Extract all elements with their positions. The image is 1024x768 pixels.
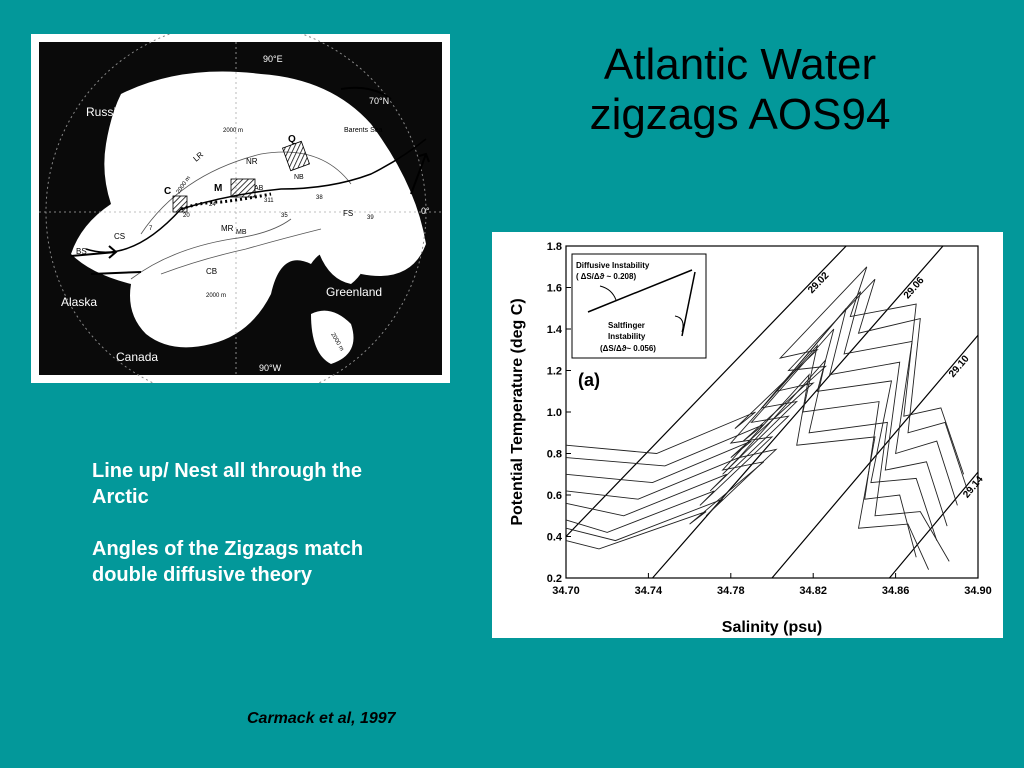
x-tick-label: 34.86 xyxy=(882,585,910,597)
y-tick-label: 1.6 xyxy=(547,283,562,295)
ocean-patch xyxy=(316,226,367,284)
y-tick-label: 1.8 xyxy=(547,241,562,253)
label-fs: FS xyxy=(343,209,353,218)
x-axis-label: Salinity (psu) xyxy=(722,619,822,636)
x-tick-label: 34.74 xyxy=(635,585,663,597)
y-tick-label: 0.2 xyxy=(547,573,562,585)
label-depth-3: 2000 m xyxy=(206,293,226,299)
bullet-list: Line up/ Nest all through the Arctic Ang… xyxy=(92,458,412,614)
label-m: M xyxy=(214,183,222,194)
y-tick-label: 0.8 xyxy=(547,449,562,461)
hatched-area-q xyxy=(281,140,311,172)
label-station-311: 311 xyxy=(264,198,274,204)
label-station-24: 24 xyxy=(209,202,216,208)
data-series xyxy=(565,266,969,570)
arrow-bering-inflow xyxy=(70,245,118,259)
label-alaska: Alaska xyxy=(61,295,97,309)
label-mb: MB xyxy=(236,229,247,236)
label-depth-1: 2000 m xyxy=(223,128,243,134)
y-tick-label: 1.0 xyxy=(547,407,562,419)
label-ab: AB xyxy=(254,185,264,192)
theta-s-profile xyxy=(565,278,969,492)
depth-contour-3 xyxy=(160,228,322,275)
label-station-38: 38 xyxy=(316,195,323,201)
theta-s-profile xyxy=(565,266,965,475)
arrow-alaska xyxy=(90,271,142,275)
hatched-area-c xyxy=(172,195,188,213)
y-tick-label: 1.4 xyxy=(547,324,563,336)
label-station-20: 20 xyxy=(183,213,190,219)
y-axis-label: Potential Temperature (deg C) xyxy=(509,298,526,525)
label-greenland: Greenland xyxy=(326,285,382,299)
arrow-fram-strait xyxy=(410,152,430,195)
slide-title: Atlantic Water zigzags AOS94 xyxy=(540,40,940,140)
theta-s-profile xyxy=(565,344,917,558)
depth-contour-1 xyxy=(140,151,352,235)
label-bs: BS xyxy=(76,247,87,256)
inset-arrow-diffusive xyxy=(599,285,617,301)
label-station-7: 7 xyxy=(149,226,153,232)
x-tick-label: 34.78 xyxy=(717,585,745,597)
x-tick-label: 34.90 xyxy=(964,585,992,597)
label-c: C xyxy=(164,186,171,197)
label-russia: Russia xyxy=(86,105,123,119)
y-tick-label: 1.2 xyxy=(547,366,562,378)
label-q: Q xyxy=(288,134,296,145)
theta-s-chart: 29.02 29.06 29.10 29.14 34.70 34.74 34.78 34.8… xyxy=(492,232,1003,638)
y-tick-label: 0.4 xyxy=(547,532,563,544)
depth-contour-2 xyxy=(130,218,292,280)
title-line-1: Atlantic Water xyxy=(603,40,877,89)
inset-saltfinger-ratio: (ΔS/Δϑ~ 0.056) xyxy=(600,344,656,353)
inset-diffusive-title: Diffusive Instability xyxy=(576,261,650,270)
instability-inset: Diffusive Instability ( ΔS/Δϑ ~ 0.208) S… xyxy=(571,253,707,359)
isopycnal-line xyxy=(771,334,979,579)
arrow-barents xyxy=(340,86,392,100)
label-cs: CS xyxy=(114,232,125,241)
isopycnal-line xyxy=(565,245,847,537)
panel-label: (a) xyxy=(578,370,600,390)
station-dots xyxy=(180,192,272,211)
bullet-item: Angles of the Zigzags match double diffu… xyxy=(92,538,364,586)
label-cb: CB xyxy=(206,267,217,276)
inset-arrow-saltfinger xyxy=(674,315,684,333)
label-mr: MR xyxy=(221,224,234,233)
x-tick-label: 34.82 xyxy=(799,585,827,597)
arctic-ocean xyxy=(71,71,426,348)
label-nb: NB xyxy=(294,174,304,181)
title-line-2: zigzags AOS94 xyxy=(589,90,891,139)
y-tick-label: 0.6 xyxy=(547,490,562,502)
inset-diffusive-line xyxy=(587,269,693,313)
arctic-map-svg: Russia Alaska Canada Greenland Barents S… xyxy=(39,21,442,403)
isopycnal-line xyxy=(652,245,944,579)
label-station-35: 35 xyxy=(281,213,288,219)
label-lon-90e: 90°E xyxy=(263,54,283,64)
theta-s-profile xyxy=(565,291,958,506)
isopycnal-line xyxy=(888,471,979,579)
x-tick-label: 34.70 xyxy=(552,585,580,597)
theta-s-profile xyxy=(565,359,950,562)
hatched-area-ab xyxy=(230,178,256,198)
greenland-interior xyxy=(311,310,354,364)
arctic-map: Russia Alaska Canada Greenland Barents S… xyxy=(31,21,450,403)
label-lon-90w: 90°W xyxy=(259,363,282,373)
label-station-39: 39 xyxy=(367,215,374,221)
label-lat-70: 70°N xyxy=(369,96,389,106)
inset-saltfinger-line xyxy=(681,271,696,337)
citation: Carmack et al, 1997 xyxy=(247,710,396,727)
label-lon-0: 0° xyxy=(421,206,430,216)
ship-track xyxy=(85,138,427,253)
label-canada: Canada xyxy=(116,350,158,364)
theta-s-profile xyxy=(565,328,938,541)
label-barents-sea: Barents Sea xyxy=(344,127,383,134)
axis-ticks: 34.70 34.74 34.78 34.82 34.86 34.90 0.2 0.4 0.6 0… xyxy=(547,241,992,597)
inset-saltfinger-title: Saltfinger xyxy=(608,321,645,330)
bullet-item: Line up/ Nest all through the Arctic xyxy=(92,460,362,508)
inset-diffusive-ratio: ( ΔS/Δϑ ~ 0.208) xyxy=(576,272,636,281)
theta-s-profile xyxy=(565,373,930,570)
inset-box xyxy=(571,253,707,359)
inset-saltfinger-label: Instability xyxy=(608,332,646,341)
label-nr: NR xyxy=(246,157,258,166)
